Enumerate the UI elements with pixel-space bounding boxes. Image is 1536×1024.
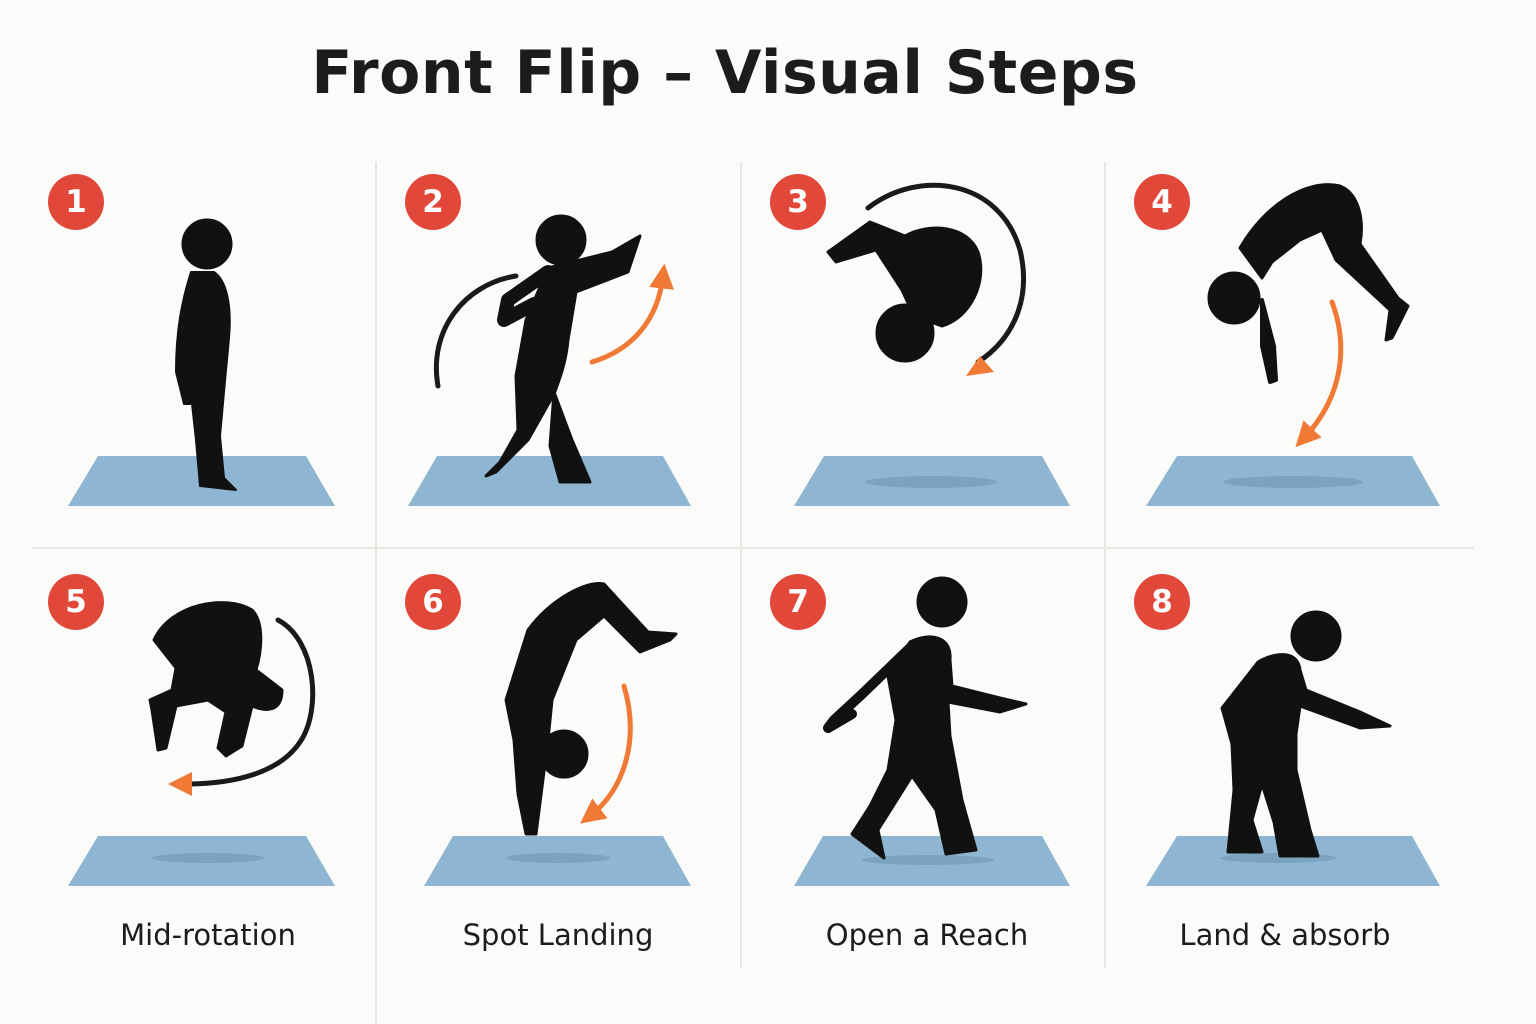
step-4-illustration xyxy=(1146,183,1440,506)
figure-spot-landing xyxy=(504,582,678,836)
divider-vertical-3 xyxy=(1104,162,1106,968)
step-2-illustration xyxy=(408,214,691,506)
motion-arrow-6 xyxy=(580,683,633,824)
step-6-badge: 6 xyxy=(405,574,461,630)
rotation-arrow-2 xyxy=(434,273,519,389)
shadow-5 xyxy=(152,853,264,863)
figure-mid-rotation xyxy=(148,601,284,758)
motion-arrow-2 xyxy=(589,263,675,365)
divider-vertical-1 xyxy=(375,162,377,1024)
step-8-badge: 8 xyxy=(1134,574,1190,630)
rotation-arrowhead-5 xyxy=(168,772,192,796)
shadow-6 xyxy=(506,853,610,863)
step-1-badge: 1 xyxy=(48,174,104,230)
step-6-caption: Spot Landing xyxy=(462,918,654,952)
figure-open-reach xyxy=(823,576,1028,860)
step-7-illustration xyxy=(794,576,1070,886)
step-8-illustration xyxy=(1146,610,1440,886)
step-6-illustration xyxy=(424,582,691,886)
divider-vertical-2 xyxy=(740,162,742,968)
rotation-arrow-5 xyxy=(183,617,316,787)
rotation-arrowhead-3 xyxy=(966,356,994,376)
mat-2 xyxy=(408,456,691,506)
step-3-illustration xyxy=(794,182,1070,506)
shadow-7 xyxy=(862,855,994,865)
step-2-badge: 2 xyxy=(405,174,461,230)
rotation-arrow-3 xyxy=(865,182,1026,365)
figure-tucked-inverted xyxy=(826,220,983,363)
step-8-caption: Land & absorb xyxy=(1179,918,1391,952)
figure-standing xyxy=(175,218,237,491)
step-7-badge: 7 xyxy=(770,574,826,630)
step-4-badge: 4 xyxy=(1134,174,1190,230)
page-title: Front Flip – Visual Steps xyxy=(311,38,1139,108)
shadow-3 xyxy=(865,476,997,488)
shadow-4 xyxy=(1223,476,1363,488)
motion-arrow-4 xyxy=(1295,299,1344,448)
step-5-illustration xyxy=(68,601,335,886)
figure-land-absorb xyxy=(1220,610,1392,858)
step-5-caption: Mid-rotation xyxy=(120,918,296,952)
step-5-badge: 5 xyxy=(48,574,104,630)
figure-descending xyxy=(1207,183,1410,384)
divider-horizontal xyxy=(32,547,1474,549)
figure-crouch-arms-up xyxy=(484,214,642,484)
step-3-badge: 3 xyxy=(770,174,826,230)
step-7-caption: Open a Reach xyxy=(825,918,1029,952)
step-1-illustration xyxy=(68,218,335,506)
